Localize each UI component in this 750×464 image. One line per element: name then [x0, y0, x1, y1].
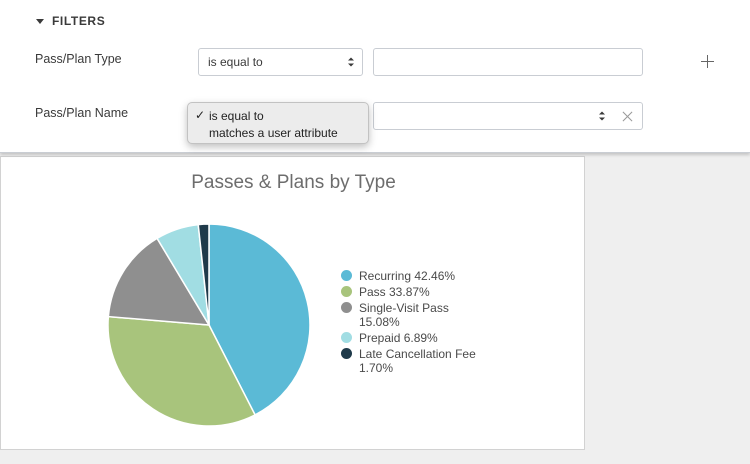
legend-item-late-cancellation-fee[interactable]: Late Cancellation Fee 1.70%: [341, 347, 484, 375]
plus-icon[interactable]: [701, 55, 714, 68]
legend-label: Late Cancellation Fee 1.70%: [359, 347, 476, 375]
caret-down-icon: [36, 18, 44, 24]
checkmark-icon: ✓: [195, 108, 206, 122]
chart-legend: Recurring 42.46% Pass 33.87% Single-Visit …: [341, 269, 484, 377]
legend-item-pass[interactable]: Pass 33.87%: [341, 285, 484, 299]
filters-panel: FILTERS Pass/Plan Type is equal to Pass/…: [0, 0, 750, 153]
legend-item-single-visit-pass[interactable]: Single-Visit Pass 15.08%: [341, 301, 484, 329]
legend-swatch: [341, 302, 352, 313]
operator-select-pass-plan-type[interactable]: is equal to: [198, 48, 363, 76]
legend-label: Prepaid 6.89%: [359, 331, 438, 345]
chart-title: Passes & Plans by Type: [191, 172, 396, 193]
operator-dropdown-menu: ✓ is equal to matches a user attribute: [187, 102, 369, 144]
pie-chart: [107, 223, 311, 427]
close-icon: [622, 111, 633, 122]
legend-label: Single-Visit Pass 15.08%: [359, 301, 449, 329]
legend-swatch: [341, 286, 352, 297]
dropdown-option-is-equal-to[interactable]: is equal to: [209, 109, 264, 123]
filter-label-pass-plan-name: Pass/Plan Name: [35, 106, 129, 120]
pie-slice-late-cancellation-fee[interactable]: [197, 223, 210, 326]
pie-slice-single-visit-pass[interactable]: [107, 237, 211, 326]
legend-swatch: [341, 270, 352, 281]
legend-label: Pass 33.87%: [359, 285, 430, 299]
chart-card: Passes & Plans by Type Recurring 42.46% P…: [0, 156, 585, 450]
pie-slice-recurring[interactable]: [208, 223, 311, 416]
value-field-pass-plan-type[interactable]: [373, 48, 643, 76]
pie-slice-pass[interactable]: [107, 315, 257, 427]
legend-item-recurring[interactable]: Recurring 42.46%: [341, 269, 484, 283]
legend-item-prepaid[interactable]: Prepaid 6.89%: [341, 331, 484, 345]
dropdown-option-matches-user-attribute[interactable]: matches a user attribute: [209, 126, 338, 140]
legend-swatch: [341, 348, 352, 359]
operator-select-value: is equal to: [208, 55, 263, 69]
select-arrows-icon: [348, 57, 354, 67]
select-arrows-icon: [599, 111, 605, 121]
filters-header-label: FILTERS: [52, 14, 106, 28]
filters-toggle[interactable]: FILTERS: [36, 14, 105, 28]
legend-swatch: [341, 332, 352, 343]
filter-label-pass-plan-type: Pass/Plan Type: [35, 52, 122, 66]
clear-button[interactable]: [613, 102, 643, 130]
legend-label: Recurring 42.46%: [359, 269, 456, 283]
value-select-pass-plan-name[interactable]: [373, 102, 614, 130]
